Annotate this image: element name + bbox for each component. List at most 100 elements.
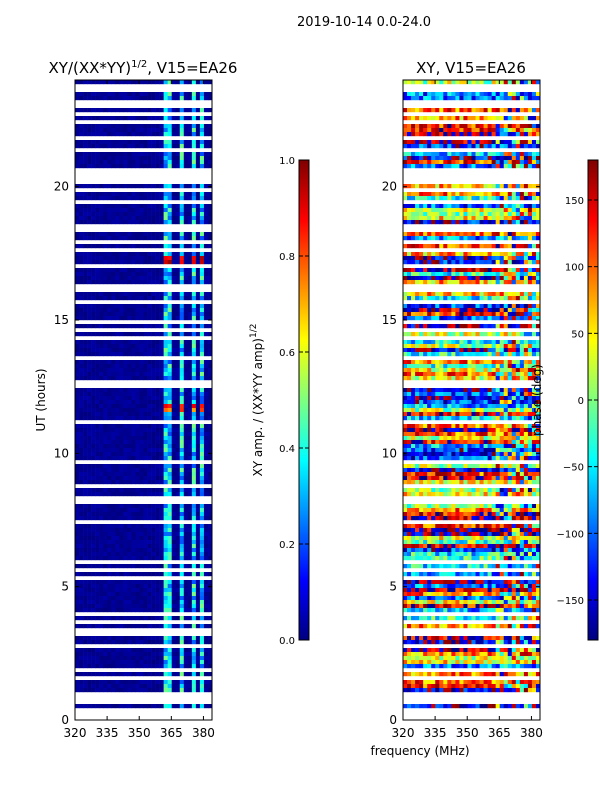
amp-cell	[87, 472, 92, 477]
amp-cell	[115, 360, 120, 365]
amp-cell	[139, 512, 144, 517]
amp-cell	[139, 616, 144, 621]
amp-cell	[95, 392, 100, 397]
amp-cell	[87, 400, 92, 405]
amp-cell	[207, 184, 213, 189]
phase-cell	[411, 140, 416, 145]
phase-cell	[443, 140, 448, 145]
phase-cell	[439, 140, 444, 145]
phase-cell	[443, 80, 448, 85]
amp-cell	[135, 268, 140, 273]
phase-cell	[443, 132, 448, 137]
amp-cell	[123, 548, 128, 553]
amp-cell	[203, 428, 209, 433]
amp-cell	[115, 408, 120, 413]
phase-cell	[475, 164, 480, 169]
amp-cell	[135, 572, 140, 577]
phase-cell	[427, 216, 432, 221]
amp-cell	[199, 244, 205, 249]
phase-cell	[479, 272, 484, 277]
amp-cell	[143, 212, 148, 217]
amp-cell	[203, 640, 209, 645]
phase-cell	[519, 220, 525, 225]
amp-cell	[151, 580, 156, 585]
amp-cell	[95, 220, 100, 225]
amp-cell	[111, 236, 116, 241]
phase-cell	[515, 124, 521, 129]
amp-cell	[195, 360, 201, 365]
phase-cell	[519, 212, 525, 217]
amp-cell	[167, 448, 173, 453]
amp-cell	[175, 476, 181, 481]
phase-cell	[531, 204, 537, 209]
amp-cell	[115, 580, 120, 585]
amp-cell	[199, 600, 205, 605]
amp-cell	[95, 524, 100, 529]
amp-cell	[99, 296, 104, 301]
phase-cell	[479, 216, 484, 221]
phase-cell	[407, 252, 412, 257]
phase-cell	[523, 96, 529, 101]
amp-cell	[183, 540, 189, 545]
amp-cell	[139, 604, 144, 609]
amp-cell	[83, 452, 88, 457]
amp-cell	[107, 304, 112, 309]
amp-cell	[103, 388, 108, 393]
phase-cell	[531, 192, 537, 197]
phase-cell	[435, 276, 440, 281]
amp-cell	[175, 80, 181, 85]
phase-cell	[443, 144, 448, 149]
amp-cell	[183, 96, 189, 101]
phase-cell	[471, 160, 476, 165]
phase-cell	[459, 252, 464, 257]
phase-cell	[443, 92, 448, 97]
phase-cell	[463, 128, 468, 133]
amp-cell	[91, 332, 96, 337]
amp-cell	[131, 408, 136, 413]
phase-cell	[415, 292, 420, 297]
amp-cell	[183, 440, 189, 445]
amp-cell	[83, 184, 88, 189]
amp-cell	[143, 344, 148, 349]
amp-cell	[107, 652, 112, 657]
amp-cell	[79, 468, 84, 473]
amp-cell	[123, 508, 128, 513]
amp-cell	[203, 376, 209, 381]
amp-cell	[111, 684, 116, 689]
amp-cell	[123, 660, 128, 665]
phase-cell	[415, 236, 420, 241]
amp-cell	[123, 652, 128, 657]
amp-cell	[75, 680, 80, 685]
phase-cell	[427, 268, 432, 273]
amp-cell	[159, 504, 164, 509]
amp-cell	[163, 532, 168, 537]
amp-cell	[207, 196, 213, 201]
amp-cell	[167, 368, 173, 373]
amp-cell	[119, 304, 124, 309]
amp-cell	[79, 132, 84, 137]
amp-cell	[163, 368, 168, 373]
amp-cell	[103, 192, 108, 197]
amp-cell	[115, 108, 120, 113]
phase-cell	[519, 292, 525, 297]
amp-cell	[155, 348, 160, 353]
amp-cell	[103, 608, 108, 613]
amp-cell	[151, 624, 156, 629]
colorbar-tick-label: 0.0	[279, 636, 295, 647]
amp-cell	[143, 416, 148, 421]
amp-cell	[143, 436, 148, 441]
phase-cell	[411, 156, 416, 161]
phase-cell	[463, 232, 468, 237]
amp-cell	[83, 204, 88, 209]
amp-cell	[199, 80, 205, 85]
amp-cell	[199, 564, 205, 569]
amp-cell	[159, 532, 164, 537]
phase-cell	[455, 164, 460, 169]
phase-cell	[435, 124, 440, 129]
amp-cell	[199, 156, 205, 161]
amp-cell	[115, 584, 120, 589]
amp-cell	[139, 108, 144, 113]
amp-cell	[191, 600, 197, 605]
phase-cell	[403, 80, 408, 85]
phase-cell	[407, 296, 412, 301]
